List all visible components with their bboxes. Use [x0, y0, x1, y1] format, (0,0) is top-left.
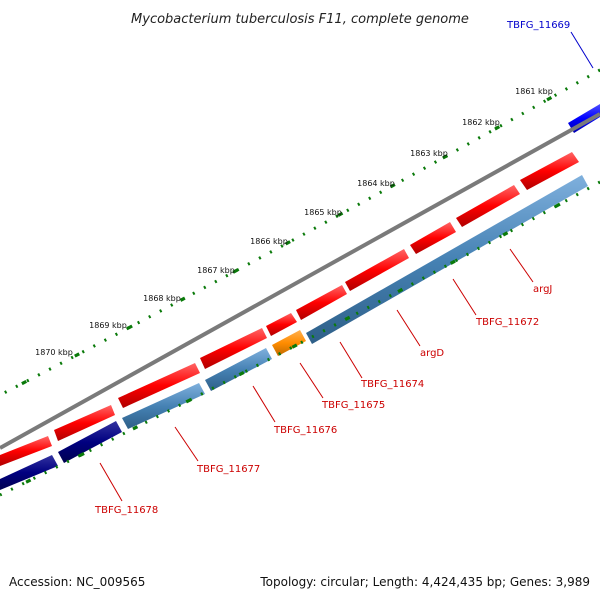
- gene-block-reverse[interactable]: [122, 383, 205, 429]
- gene-label[interactable]: TBFG_11674: [360, 379, 424, 390]
- gene-label[interactable]: argD: [420, 348, 444, 359]
- gene-label[interactable]: TBFG_11676: [273, 425, 337, 436]
- backbone: [0, 112, 600, 450]
- gene-label[interactable]: TBFG_11669: [506, 20, 570, 31]
- scale-label: 1863 kbp: [410, 149, 448, 158]
- scale-label: 1865 kbp: [304, 208, 342, 217]
- gene-block-forward[interactable]: [54, 405, 115, 441]
- gene-label[interactable]: TBFG_11675: [321, 400, 385, 411]
- gene-block-forward[interactable]: [456, 185, 520, 227]
- gene-label[interactable]: TBFG_11672: [475, 317, 539, 328]
- gene-block-forward[interactable]: [200, 328, 267, 369]
- map-title: Mycobacterium tuberculosis F11, complete…: [131, 12, 469, 27]
- gene-block-reverse[interactable]: [272, 330, 306, 356]
- scale-label: 1864 kbp: [357, 179, 395, 188]
- gene-block-forward[interactable]: [296, 285, 347, 320]
- gene-block-forward[interactable]: [118, 363, 200, 408]
- scale-label: 1867 kbp: [197, 266, 235, 275]
- gene-block-forward[interactable]: [0, 436, 52, 466]
- label-leaders: [99, 31, 594, 502]
- gene-block-forward[interactable]: [520, 152, 579, 190]
- gene-block-reverse[interactable]: [306, 175, 588, 344]
- gene-block-forward[interactable]: [266, 313, 297, 336]
- gene-label[interactable]: TBFG_11678: [94, 505, 158, 516]
- scale-label: 1869 kbp: [89, 321, 127, 330]
- scale-labels: 1861 kbp 1862 kbp 1863 kbp 1864 kbp 1865…: [35, 87, 553, 357]
- accession-text: Accession: NC_009565: [9, 575, 145, 589]
- outer-tick-ring: [0, 68, 600, 397]
- scale-label: 1868 kbp: [143, 294, 181, 303]
- scale-label: 1861 kbp: [515, 87, 553, 96]
- scale-label: 1866 kbp: [250, 237, 288, 246]
- gene-label[interactable]: TBFG_11677: [196, 464, 260, 475]
- gene-block-reverse[interactable]: [205, 348, 272, 391]
- gene-block-reverse[interactable]: [0, 455, 58, 490]
- gene-label[interactable]: argJ: [533, 284, 552, 295]
- gene-block-reverse[interactable]: [58, 421, 122, 463]
- scale-label: 1870 kbp: [35, 348, 73, 357]
- scale-label: 1862 kbp: [462, 118, 500, 127]
- forward-genes: [0, 152, 579, 466]
- reverse-genes: [0, 175, 588, 490]
- gene-labels: TBFG_11669 argJ TBFG_11672 argD TBFG_116…: [94, 20, 570, 516]
- genome-summary-text: Topology: circular; Length: 4,424,435 bp…: [259, 575, 590, 589]
- gene-block-forward[interactable]: [345, 249, 409, 291]
- gene-block-forward[interactable]: [410, 222, 456, 254]
